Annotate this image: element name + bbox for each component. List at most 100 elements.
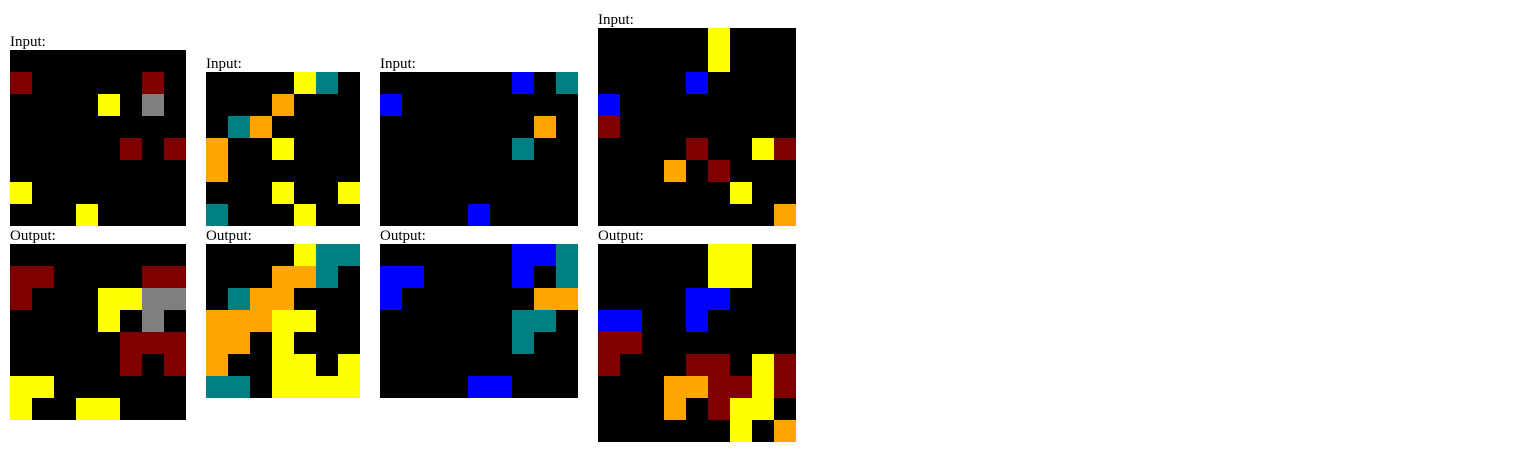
grid-cell bbox=[642, 266, 664, 288]
grid-cell bbox=[380, 376, 402, 398]
grid-cell bbox=[642, 420, 664, 442]
grid-cell bbox=[338, 244, 360, 266]
grid-cell bbox=[272, 288, 294, 310]
grid-cell bbox=[468, 72, 490, 94]
grid-cell bbox=[316, 182, 338, 204]
grid-cell bbox=[752, 138, 774, 160]
grid-cell bbox=[142, 398, 164, 420]
grid-cell bbox=[774, 28, 796, 50]
grid-cell bbox=[250, 72, 272, 94]
grid-cell bbox=[294, 182, 316, 204]
grid-cell bbox=[774, 72, 796, 94]
grid-cell bbox=[774, 398, 796, 420]
grid-cell bbox=[686, 204, 708, 226]
grid-cell bbox=[730, 50, 752, 72]
grid-cell bbox=[98, 182, 120, 204]
grid-cell bbox=[752, 266, 774, 288]
grid-cell bbox=[664, 204, 686, 226]
grid-cell bbox=[642, 138, 664, 160]
input-label-4: Input: bbox=[598, 12, 634, 28]
grid-cell bbox=[228, 160, 250, 182]
grid-cell bbox=[598, 288, 620, 310]
grid-cell bbox=[774, 266, 796, 288]
grid-cell bbox=[54, 138, 76, 160]
grid-cell bbox=[98, 204, 120, 226]
grid-cell bbox=[338, 94, 360, 116]
grid-cell bbox=[10, 94, 32, 116]
grid-cell bbox=[468, 288, 490, 310]
grid-cell bbox=[402, 376, 424, 398]
grid-cell bbox=[294, 266, 316, 288]
grid-cell bbox=[32, 116, 54, 138]
grid-cell bbox=[338, 116, 360, 138]
grid-cell bbox=[316, 288, 338, 310]
grid-cell bbox=[598, 50, 620, 72]
grid-cell bbox=[686, 160, 708, 182]
output-grid-3 bbox=[380, 244, 578, 398]
grid-cell bbox=[642, 398, 664, 420]
input-label-2: Input: bbox=[206, 56, 242, 72]
grid-cell bbox=[316, 354, 338, 376]
grid-cell bbox=[250, 310, 272, 332]
grid-cell bbox=[708, 420, 730, 442]
grid-cell bbox=[620, 204, 642, 226]
grid-cell bbox=[664, 244, 686, 266]
grid-cell bbox=[468, 182, 490, 204]
grid-cell bbox=[708, 72, 730, 94]
grid-cell bbox=[54, 204, 76, 226]
grid-cell bbox=[228, 116, 250, 138]
grid-cell bbox=[620, 244, 642, 266]
grid-cell bbox=[446, 116, 468, 138]
grid-cell bbox=[730, 420, 752, 442]
grid-cell bbox=[120, 182, 142, 204]
grid-cell bbox=[272, 182, 294, 204]
grid-cell bbox=[490, 376, 512, 398]
grid-cell bbox=[598, 266, 620, 288]
grid-cell bbox=[642, 94, 664, 116]
grid-cell bbox=[598, 72, 620, 94]
grid-cell bbox=[76, 244, 98, 266]
grid-cell bbox=[534, 160, 556, 182]
grid-cell bbox=[206, 182, 228, 204]
grid-cell bbox=[402, 116, 424, 138]
grid-cell bbox=[32, 244, 54, 266]
grid-cell bbox=[98, 138, 120, 160]
grid-cell bbox=[620, 288, 642, 310]
grid-cell bbox=[338, 332, 360, 354]
grid-cell bbox=[228, 94, 250, 116]
grid-cell bbox=[556, 160, 578, 182]
grid-cell bbox=[98, 72, 120, 94]
grid-cell bbox=[620, 72, 642, 94]
grid-cell bbox=[206, 376, 228, 398]
grid-cell bbox=[76, 204, 98, 226]
grid-cell bbox=[468, 354, 490, 376]
grid-cell bbox=[98, 332, 120, 354]
grid-cell bbox=[664, 310, 686, 332]
output-label-2: Output: bbox=[206, 228, 252, 244]
grid-cell bbox=[32, 332, 54, 354]
grid-cell bbox=[402, 204, 424, 226]
grid-cell bbox=[620, 50, 642, 72]
grid-cell bbox=[556, 138, 578, 160]
grid-cell bbox=[512, 72, 534, 94]
grid-cell bbox=[272, 244, 294, 266]
grid-cell bbox=[250, 288, 272, 310]
grid-cell bbox=[206, 332, 228, 354]
grid-cell bbox=[294, 244, 316, 266]
grid-cell bbox=[272, 354, 294, 376]
grid-cell bbox=[380, 244, 402, 266]
grid-cell bbox=[686, 138, 708, 160]
grid-cell bbox=[556, 266, 578, 288]
grid-cell bbox=[752, 182, 774, 204]
grid-cell bbox=[10, 310, 32, 332]
grid-cell bbox=[76, 72, 98, 94]
grid-cell bbox=[774, 50, 796, 72]
grid-cell bbox=[424, 94, 446, 116]
grid-cell bbox=[468, 266, 490, 288]
grid-cell bbox=[556, 244, 578, 266]
grid-cell bbox=[730, 244, 752, 266]
grid-cell bbox=[250, 160, 272, 182]
grid-cell bbox=[708, 50, 730, 72]
grid-cell bbox=[142, 160, 164, 182]
grid-cell bbox=[250, 94, 272, 116]
